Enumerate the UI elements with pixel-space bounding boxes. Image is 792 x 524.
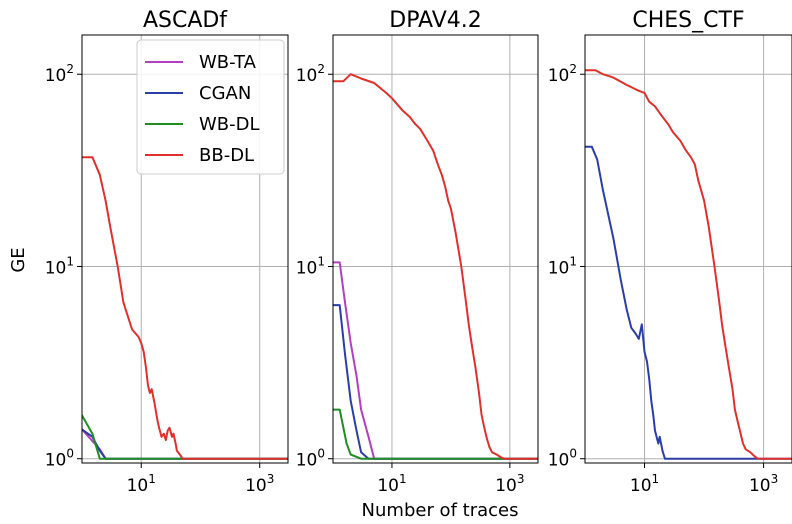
series-line-cgan xyxy=(333,304,538,460)
plot-frame xyxy=(332,34,539,464)
panel-title: DPAV4.2 xyxy=(389,8,481,33)
series-line-wb-dl xyxy=(333,408,538,460)
legend-label-bb-dl: BB-DL xyxy=(199,145,254,166)
y-tick-label: 102 xyxy=(45,62,74,86)
series-line-cgan xyxy=(585,145,792,460)
legend: WB-TA CGAN WB-DL BB-DL xyxy=(136,39,285,175)
y-axis-label: GE xyxy=(8,247,29,272)
legend-label-wb-dl: WB-DL xyxy=(199,114,260,135)
x-tick-label: 101 xyxy=(377,472,406,496)
panel-title: ASCADf xyxy=(143,8,228,33)
legend-label-wb-ta: WB-TA xyxy=(199,52,257,73)
y-tick-label: 102 xyxy=(296,62,325,86)
series-line-bb-dl xyxy=(585,69,792,460)
panel-ches-ctf: 101 103 100 101 102 CHES_CTF xyxy=(548,8,792,496)
y-tick-label: 101 xyxy=(296,254,325,278)
series-line-wb-ta xyxy=(333,261,538,460)
plot-frame xyxy=(81,34,289,464)
x-tick-label: 101 xyxy=(630,472,659,496)
panel-title: CHES_CTF xyxy=(632,8,744,33)
series-line-bb-dl xyxy=(333,73,538,460)
series-line-wb-ta xyxy=(82,428,288,460)
x-axis-label: Number of traces xyxy=(362,500,519,521)
panel-dpav42: 101 103 100 101 102 DPAV4.2 xyxy=(296,8,539,496)
x-tick-label: 103 xyxy=(495,472,524,496)
x-tick-label: 103 xyxy=(245,472,274,496)
y-tick-label: 100 xyxy=(296,447,325,471)
x-tick-label: 103 xyxy=(749,472,778,496)
y-tick-label: 102 xyxy=(548,62,577,86)
legend-box xyxy=(136,39,285,175)
legend-label-cgan: CGAN xyxy=(199,83,251,104)
y-tick-label: 101 xyxy=(548,254,577,278)
series-line-cgan xyxy=(82,428,288,460)
y-tick-label: 101 xyxy=(45,254,74,278)
y-tick-label: 100 xyxy=(45,447,74,471)
series-line-bb-dl xyxy=(82,156,288,460)
y-tick-label: 100 xyxy=(548,447,577,471)
panel-ascadf: 101 103 100 101 102 ASCADf xyxy=(45,8,289,496)
series-line-wb-dl xyxy=(82,414,288,460)
plot-frame xyxy=(584,34,792,464)
x-tick-label: 101 xyxy=(127,472,156,496)
